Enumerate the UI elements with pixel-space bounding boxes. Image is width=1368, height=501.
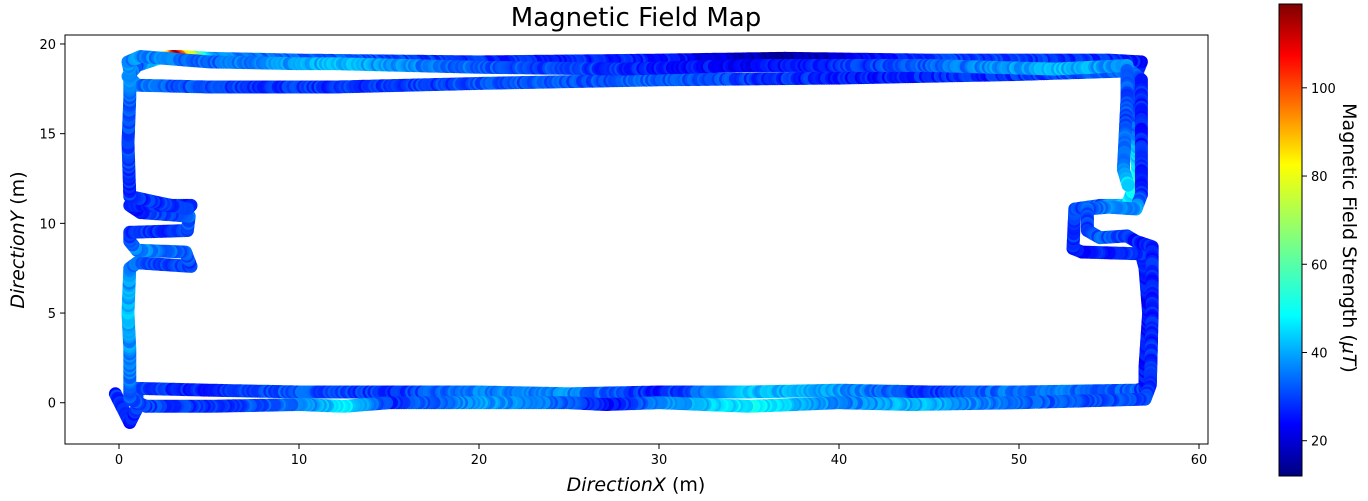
- x-tick-label: 10: [291, 453, 308, 468]
- x-tick-label: 20: [471, 453, 488, 468]
- y-tick-label: 0: [48, 397, 56, 412]
- x-axis-ticks: 0 10 20 30 40 50 60: [115, 444, 1207, 468]
- colorbar-label: Magnetic Field Strength (μT): [1338, 103, 1360, 373]
- y-tick-label: 5: [48, 307, 56, 322]
- x-axis-label-var: DirectionX: [567, 474, 667, 496]
- trajectory-point: [1121, 178, 1135, 192]
- y-axis-ticks: 0 5 10 15 20: [39, 38, 65, 412]
- x-axis-label: DirectionX (m): [567, 474, 706, 496]
- plot-border: [64, 34, 1209, 445]
- x-tick-label: 30: [651, 453, 668, 468]
- x-axis-label-unit: (m): [666, 474, 705, 496]
- x-tick-label: 40: [831, 453, 848, 468]
- colorbar-tick-label: 100: [1311, 82, 1336, 97]
- colorbar-ticks: 20 40 60 80 100: [1302, 82, 1336, 450]
- colorbar-label-pre: Magnetic Field Strength (: [1338, 103, 1360, 342]
- plot-frame: [64, 34, 1209, 445]
- x-tick-label: 60: [1191, 453, 1208, 468]
- colorbar-tick-label: 60: [1311, 258, 1328, 273]
- y-tick-label: 10: [39, 217, 56, 232]
- y-axis-label: DirectionY (m): [7, 171, 29, 308]
- colorbar-tick-label: 80: [1311, 170, 1328, 185]
- y-axis-label-unit: (m): [7, 171, 29, 210]
- plot-area: [64, 34, 1209, 445]
- colorbar-label-post: ): [1338, 365, 1360, 372]
- trajectory-points: [108, 50, 1159, 429]
- y-axis-label-var: DirectionY: [7, 209, 29, 308]
- colorbar-gradient: [1278, 3, 1303, 477]
- y-tick-label: 20: [39, 38, 56, 53]
- x-tick-label: 0: [115, 453, 123, 468]
- chart-title: Magnetic Field Map: [511, 3, 761, 33]
- colorbar-tick-label: 40: [1311, 346, 1328, 361]
- y-tick-label: 15: [39, 128, 56, 143]
- colorbar-label-unit: μT: [1338, 341, 1360, 367]
- colorbar: 20 40 60 80 100 Magnetic Field Strength (μT): [1278, 3, 1360, 477]
- colorbar-tick-label: 20: [1311, 435, 1328, 450]
- x-tick-label: 50: [1011, 453, 1028, 468]
